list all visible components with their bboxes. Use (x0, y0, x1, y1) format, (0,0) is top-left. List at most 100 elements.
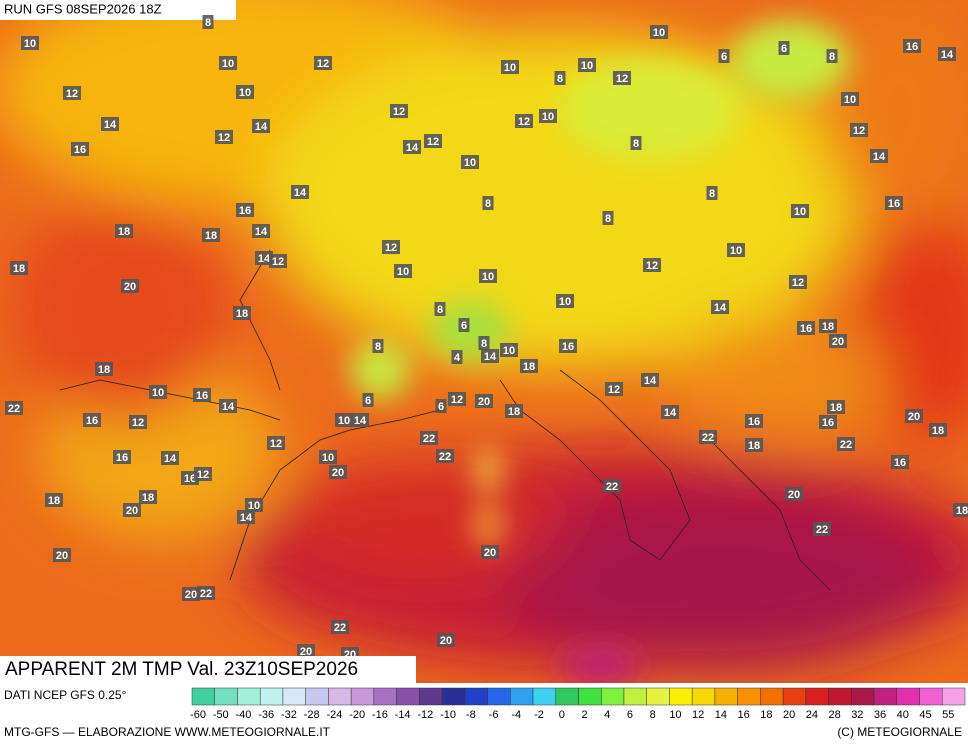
temp-label: 22 (816, 524, 828, 536)
color-swatch (646, 687, 670, 706)
temp-label: 6 (721, 51, 727, 63)
label-box (245, 498, 263, 512)
label-box (905, 409, 923, 423)
label-box (745, 438, 763, 452)
label-box (829, 334, 847, 348)
scale-tick-label: -2 (534, 709, 544, 721)
label-box (481, 349, 499, 363)
scale-tick-label: -28 (304, 709, 320, 721)
color-swatch (441, 687, 466, 706)
temp-label: 16 (894, 457, 906, 469)
temp-label: 14 (258, 253, 271, 265)
temp-label: 14 (644, 375, 657, 387)
label-box (885, 196, 903, 210)
temp-label: 10 (239, 87, 251, 99)
temp-label: 20 (832, 336, 844, 348)
label-box (53, 548, 71, 562)
color-swatch (532, 687, 557, 706)
scale-tick-label: -36 (258, 709, 274, 721)
label-box (819, 415, 837, 429)
color-swatch (328, 687, 352, 706)
color-swatch (237, 687, 261, 706)
temp-label: 20 (440, 635, 452, 647)
temp-label: 20 (124, 281, 136, 293)
header-box (0, 0, 236, 20)
temp-label: 16 (74, 144, 86, 156)
scale-tick-label: 45 (919, 709, 931, 721)
temp-label: 14 (164, 453, 177, 465)
label-box (778, 41, 790, 55)
label-box (435, 399, 447, 413)
label-box (837, 437, 855, 451)
temp-label: 12 (197, 469, 209, 481)
temp-label: 12 (66, 88, 78, 100)
temp-label: 10 (338, 415, 350, 427)
temp-label: 16 (184, 473, 196, 485)
scale-tick-label: 24 (806, 709, 818, 721)
temp-label: 14 (104, 119, 117, 131)
label-box (182, 587, 200, 601)
label-box (478, 336, 490, 350)
temp-label: 20 (484, 547, 496, 559)
color-swatch (873, 687, 898, 706)
source-label: DATI NCEP GFS 0.25° (4, 688, 127, 702)
color-swatch (714, 687, 738, 706)
label-box (603, 479, 621, 493)
label-box (826, 49, 838, 63)
label-box (123, 503, 141, 517)
temp-label: 18 (822, 321, 834, 333)
scale-tick-label: 14 (715, 709, 727, 721)
temp-label: 8 (605, 213, 611, 225)
label-box (63, 86, 81, 100)
scale-tick-label: -14 (395, 709, 411, 721)
temp-label: 6 (461, 320, 467, 332)
scale-tick-label: 0 (559, 709, 565, 721)
label-box (101, 117, 119, 131)
temp-label: 12 (792, 277, 804, 289)
label-box (219, 399, 237, 413)
scale-tick-label: -50 (213, 709, 229, 721)
scale-tick-label: 40 (897, 709, 909, 721)
scale-tick-label: -32 (281, 709, 297, 721)
temp-label: 22 (200, 588, 212, 600)
label-box (269, 254, 287, 268)
label-box (390, 104, 408, 118)
temp-label: 22 (606, 481, 618, 493)
label-box (237, 510, 255, 524)
label-box (219, 56, 237, 70)
label-box (785, 487, 803, 501)
temp-label: 8 (633, 138, 639, 150)
temp-label: 14 (406, 142, 419, 154)
temp-label: 14 (484, 351, 497, 363)
temp-label: 14 (873, 151, 886, 163)
label-box (252, 119, 270, 133)
scale-tick-label: -40 (236, 709, 252, 721)
label-box (420, 431, 438, 445)
label-box (372, 339, 384, 353)
temp-label: 8 (205, 17, 211, 29)
scale-tick-label: 36 (874, 709, 886, 721)
label-box (436, 449, 454, 463)
scale-tick-label: -20 (349, 709, 365, 721)
temp-label: 8 (709, 188, 715, 200)
temp-label: 20 (908, 411, 920, 423)
temp-label: 14 (240, 512, 253, 524)
scale-tick-label: 18 (760, 709, 772, 721)
temp-label: 18 (932, 425, 944, 437)
temp-label: 10 (794, 206, 806, 218)
temp-label: 16 (196, 390, 208, 402)
color-swatch (305, 687, 329, 706)
scale-tick-label: 12 (692, 709, 704, 721)
scale-tick-label: 20 (783, 709, 795, 721)
label-box (252, 224, 270, 238)
label-box (481, 545, 499, 559)
color-swatch (669, 687, 693, 706)
label-box (149, 385, 167, 399)
temp-label: 10 (653, 27, 665, 39)
temp-label: 14 (664, 407, 677, 419)
label-box (643, 258, 661, 272)
label-box (71, 142, 89, 156)
scale-tick-label: -12 (417, 709, 433, 721)
label-box (718, 49, 730, 63)
